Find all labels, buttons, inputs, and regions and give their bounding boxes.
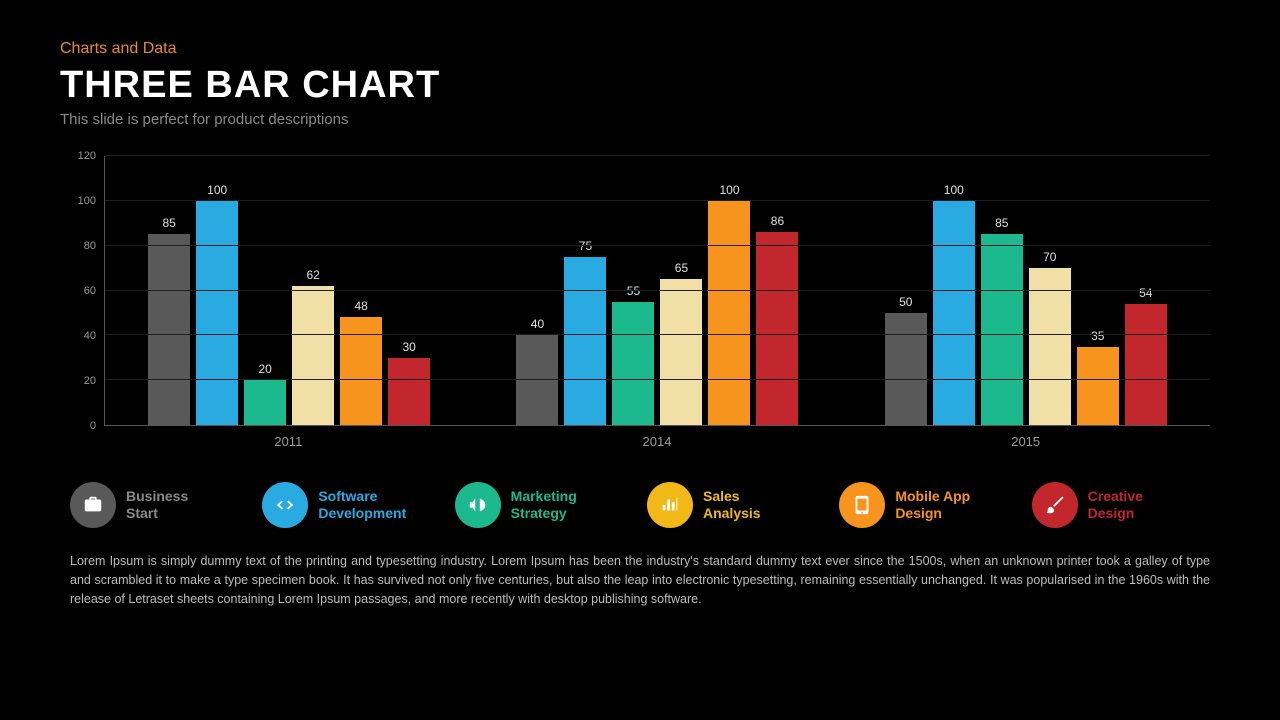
legend-label: CreativeDesign: [1088, 488, 1143, 523]
grid-line: [105, 155, 1210, 156]
grid-line: [105, 245, 1210, 246]
y-tick: 0: [90, 420, 96, 432]
legend-label-line2: Development: [318, 505, 406, 523]
bar: 100: [196, 201, 238, 425]
legend-label-line2: Design: [895, 505, 970, 523]
bar-value-label: 54: [1139, 286, 1152, 300]
y-tick: 20: [84, 375, 96, 387]
phone-icon: [839, 482, 885, 528]
bar: 55: [612, 302, 654, 425]
bar: 30: [388, 358, 430, 425]
x-label: 2015: [841, 426, 1210, 456]
bar-group: 5010085703554: [842, 156, 1210, 425]
y-tick: 60: [84, 285, 96, 297]
bar-value-label: 30: [402, 340, 415, 354]
bar-value-label: 55: [627, 284, 640, 298]
grid-line: [105, 200, 1210, 201]
legend-label-line1: Mobile App: [895, 488, 970, 506]
bar: 62: [292, 286, 334, 425]
x-axis: 201120142015: [104, 426, 1210, 456]
bar: 65: [660, 279, 702, 425]
bar-group: 8510020624830: [105, 156, 473, 425]
bar-group: 4075556510086: [473, 156, 841, 425]
bar-value-label: 86: [771, 214, 784, 228]
legend-label: SalesAnalysis: [703, 488, 761, 523]
y-tick: 40: [84, 330, 96, 342]
legend-label-line1: Sales: [703, 488, 761, 506]
y-tick: 120: [78, 150, 96, 162]
grid-line: [105, 334, 1210, 335]
bar-value-label: 50: [899, 295, 912, 309]
breadcrumb: Charts and Data: [60, 40, 1220, 58]
legend-label-line1: Business: [126, 488, 188, 506]
x-label: 2014: [473, 426, 842, 456]
plot-area: 851002062483040755565100865010085703554: [104, 156, 1210, 426]
y-axis: 020406080100120: [70, 156, 100, 426]
description-text: Lorem Ipsum is simply dummy text of the …: [70, 552, 1210, 608]
bar: 100: [933, 201, 975, 425]
bar-value-label: 100: [719, 183, 739, 197]
bar-value-label: 40: [531, 317, 544, 331]
legend-label-line1: Creative: [1088, 488, 1143, 506]
y-tick: 80: [84, 240, 96, 252]
bar: 85: [981, 234, 1023, 425]
bar-value-label: 100: [207, 183, 227, 197]
bar-value-label: 35: [1091, 329, 1104, 343]
code-icon: [262, 482, 308, 528]
bar-value-label: 85: [162, 216, 175, 230]
bar: 50: [885, 313, 927, 425]
legend-item-business-start: BusinessStart: [70, 482, 248, 528]
page-title: THREE BAR CHART: [60, 64, 1220, 107]
legend-label-line1: Software: [318, 488, 406, 506]
bar: 75: [564, 257, 606, 425]
bar-value-label: 75: [579, 239, 592, 253]
legend-item-creative-design: CreativeDesign: [1032, 482, 1210, 528]
bar-value-label: 85: [995, 216, 1008, 230]
legend-item-marketing-strategy: MarketingStrategy: [455, 482, 633, 528]
bar-value-label: 48: [354, 299, 367, 313]
bar: 86: [756, 232, 798, 425]
legend: BusinessStart SoftwareDevelopment Marketin…: [70, 482, 1210, 528]
bar: 100: [708, 201, 750, 425]
grid-line: [105, 379, 1210, 380]
legend-label-line2: Start: [126, 505, 188, 523]
bar-groups: 851002062483040755565100865010085703554: [105, 156, 1210, 425]
chart: 020406080100120 851002062483040755565100…: [70, 156, 1210, 456]
bar: 70: [1029, 268, 1071, 425]
legend-label: SoftwareDevelopment: [318, 488, 406, 523]
legend-label: Mobile AppDesign: [895, 488, 970, 523]
bar-value-label: 20: [258, 362, 271, 376]
bar-value-label: 65: [675, 261, 688, 275]
page-subtitle: This slide is perfect for product descri…: [60, 111, 1220, 128]
legend-label: BusinessStart: [126, 488, 188, 523]
legend-label-line2: Design: [1088, 505, 1143, 523]
bar: 35: [1077, 347, 1119, 425]
bar: 54: [1125, 304, 1167, 425]
bar-value-label: 62: [306, 268, 319, 282]
y-tick: 100: [78, 195, 96, 207]
legend-item-software-development: SoftwareDevelopment: [262, 482, 440, 528]
briefcase-icon: [70, 482, 116, 528]
bar: 20: [244, 380, 286, 425]
legend-label-line2: Strategy: [511, 505, 577, 523]
bar-value-label: 70: [1043, 250, 1056, 264]
legend-item-mobile-app-design: Mobile AppDesign: [839, 482, 1017, 528]
megaphone-icon: [455, 482, 501, 528]
bar: 85: [148, 234, 190, 425]
bars-icon: [647, 482, 693, 528]
bar: 40: [516, 335, 558, 425]
legend-item-sales-analysis: SalesAnalysis: [647, 482, 825, 528]
brush-icon: [1032, 482, 1078, 528]
bar-value-label: 100: [944, 183, 964, 197]
grid-line: [105, 290, 1210, 291]
legend-label: MarketingStrategy: [511, 488, 577, 523]
legend-label-line1: Marketing: [511, 488, 577, 506]
x-label: 2011: [104, 426, 473, 456]
slide-root: Charts and Data THREE BAR CHART This sli…: [0, 0, 1280, 638]
legend-label-line2: Analysis: [703, 505, 761, 523]
